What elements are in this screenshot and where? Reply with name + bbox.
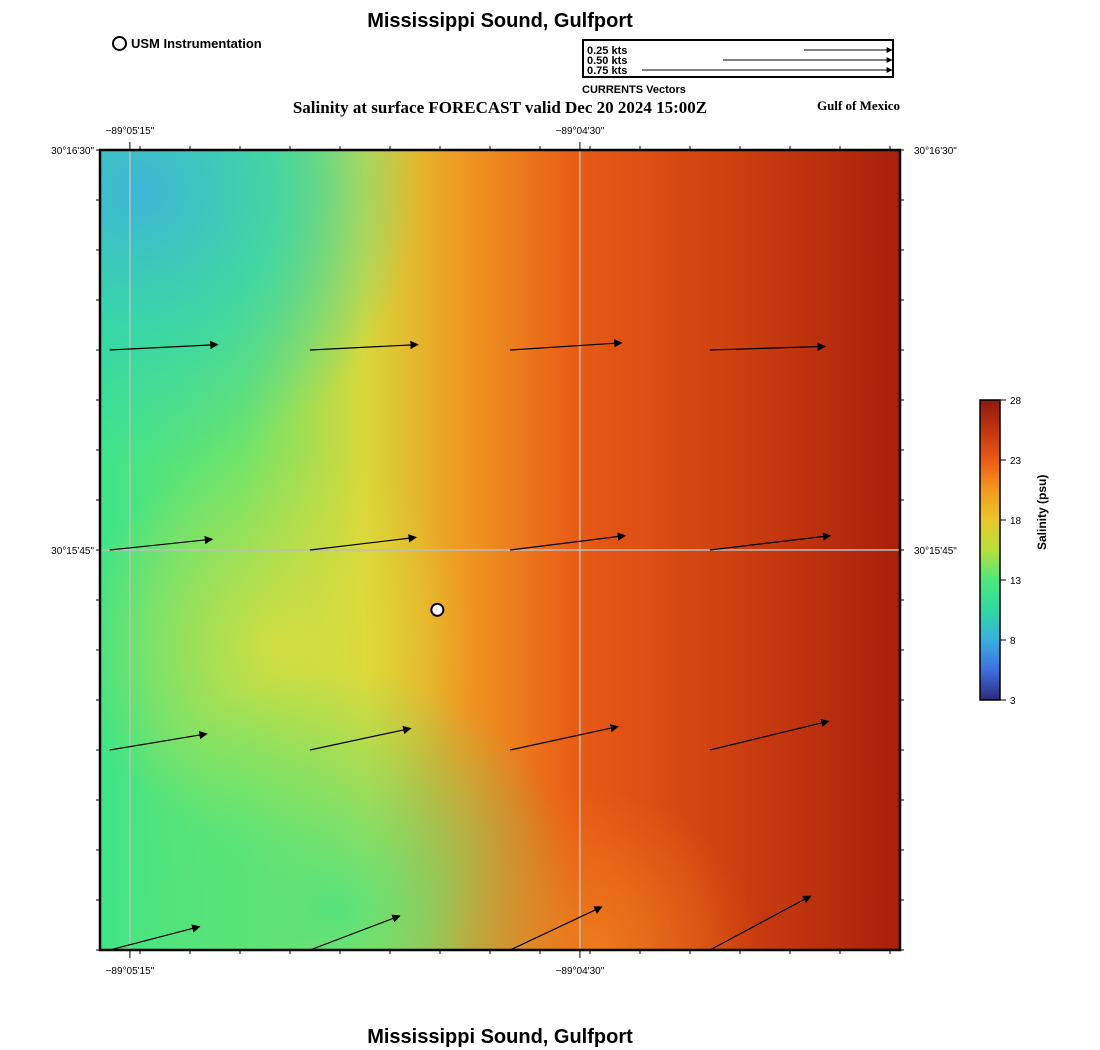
map-subtitle: Salinity at surface FORECAST valid Dec 2… — [292, 98, 708, 117]
lon-label-top-1: −89°04'30" — [556, 126, 605, 137]
colorbar-tick-label-4: 8 — [1010, 636, 1016, 647]
salinity-colorbar: 28 23 18 13 8 3 — [979, 396, 1022, 707]
station-legend: USM Instrumentation — [112, 36, 262, 51]
vector-legend-caption: CURRENTS Vectors — [582, 84, 686, 96]
footer-title: Mississippi Sound, Gulfport — [367, 1026, 633, 1048]
current-vector-8 — [109, 730, 208, 751]
colorbar-tick-label-5: 3 — [1010, 696, 1016, 707]
current-vector-13 — [309, 914, 401, 950]
current-vector-9 — [309, 725, 412, 751]
current-vectors — [109, 339, 832, 950]
current-vector-14 — [509, 906, 603, 950]
colorbar-tick-label-3: 13 — [1010, 576, 1022, 587]
lon-label-top-0: −89°05'15" — [106, 126, 155, 137]
current-vector-1 — [309, 340, 419, 351]
vector-scale-legend: 0.25 kts 0.50 kts 0.75 kts — [582, 39, 894, 78]
vector-scale-label-2: 0.50 kts — [587, 55, 628, 67]
current-vector-2 — [510, 339, 623, 351]
colorbar-tick-label-2: 18 — [1010, 516, 1022, 527]
current-vector-5 — [309, 534, 417, 551]
station-legend-label: USM Instrumentation — [131, 36, 262, 51]
vector-scale-arrows — [642, 47, 893, 73]
current-vector-6 — [510, 532, 627, 551]
current-vector-3 — [709, 342, 826, 351]
lat-label-right-1: 30°15'45" — [914, 546, 957, 557]
station-marker — [430, 602, 445, 617]
lon-label-bottom-0: −89°05'15" — [106, 966, 155, 977]
lat-label-left-1: 30°15'45" — [51, 546, 94, 557]
current-vector-12 — [109, 924, 201, 950]
map-title: Mississippi Sound, Gulfport — [367, 10, 633, 32]
lat-label-left-0: 30°16'30" — [51, 146, 94, 157]
current-vector-7 — [709, 532, 832, 551]
vector-scale-label-1: 0.25 kts — [587, 45, 628, 57]
current-vector-4 — [109, 535, 214, 551]
current-vector-0 — [109, 340, 219, 351]
lat-label-right-0: 30°16'30" — [914, 146, 957, 157]
region-label: Gulf of Mexico — [816, 98, 900, 113]
current-vector-11 — [709, 718, 830, 751]
vector-scale-label-3: 0.75 kts — [587, 65, 628, 77]
current-vector-15 — [709, 895, 812, 950]
colorbar-label: Salinity (psu) — [1035, 474, 1049, 550]
current-vector-10 — [509, 724, 619, 751]
station-marker-icon — [112, 36, 127, 51]
lon-label-bottom-1: −89°04'30" — [556, 966, 605, 977]
colorbar-ramp — [979, 399, 1001, 701]
frame-ticks — [96, 146, 904, 954]
coordinate-labels: −89°05'15" −89°05'15" −89°04'30" −89°04'30"… — [51, 126, 957, 977]
colorbar-tick-label-1: 23 — [1010, 456, 1022, 467]
colorbar-tick-label-0: 28 — [1010, 396, 1022, 407]
station-layer — [430, 602, 445, 617]
